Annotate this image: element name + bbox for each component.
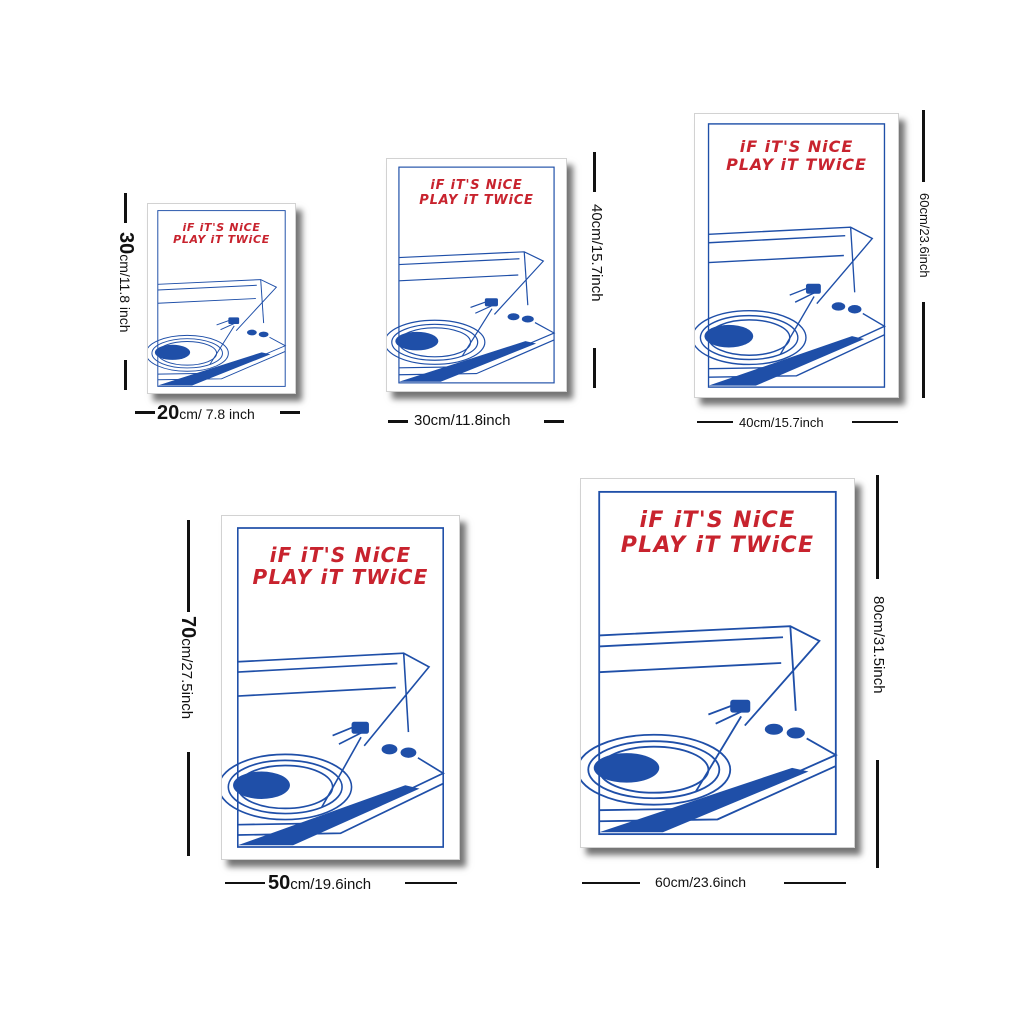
dimension-line [187,520,190,612]
width-label-30x40: 30cm/11.8inch [414,413,510,429]
width-value: 60cm/23.6inch [655,874,747,890]
poster-40x60: iF iT'S NiCE PLAY iT TWiCE [694,113,899,398]
dimension-line [388,420,408,423]
dimension-line [280,411,300,414]
poster-30x40: iF iT'S NiCE PLAY iT TWiCE [386,158,567,392]
height-unit: cm/27.5inch [178,638,195,720]
dimension-line [784,882,846,884]
dimension-line [187,752,190,856]
width-label-60x80: 60cm/23.6inch [655,875,746,891]
turntable-illustration [148,210,287,387]
turntable-illustration [387,166,556,384]
dimension-line [876,475,879,579]
quote-line-1: iF iT'S NiCE [639,508,796,533]
height-label-40x60: 60cm/23.6inch [916,193,932,278]
dimension-line [124,360,127,390]
dimension-line [697,421,733,423]
poster-quote: iF iT'S NiCE PLAY iT TWiCE [222,544,459,589]
height-unit: cm/11.8 inch [117,254,133,333]
height-value: 30 [115,232,137,255]
width-value: 30cm/11.8inch [414,412,511,429]
width-value: 20 [157,402,180,424]
dimension-line [544,420,564,423]
dimension-line [922,302,925,398]
dimension-line [124,193,127,223]
dimension-line [876,760,879,868]
quote-line-2: PLAY iT TWiCE [252,565,429,590]
height-value: 60cm/23.6inch [917,193,932,278]
turntable-illustration [222,527,445,848]
dimension-line [225,882,265,884]
turntable-illustration [695,123,886,388]
width-value: 40cm/15.7inch [739,415,824,430]
poster-60x80: iF iT'S NiCE PLAY iT TWiCE [580,478,855,848]
dimension-line [852,421,898,423]
quote-line-1: iF iT'S NiCE [269,543,412,567]
poster-50x70: iF iT'S NiCE PLAY iT TWiCE [221,515,460,860]
poster-quote: iF iT'S NiCE PLAY iT TWiCE [581,508,854,558]
turntable-illustration [581,490,838,836]
width-label-20x30: 20cm/ 7.8 inch [157,403,255,423]
dimension-line [135,411,155,414]
height-label-30x40: 40cm/15.7inch [588,204,605,302]
poster-quote: iF iT'S NiCE PLAY iT TWiCE [387,178,566,208]
height-value: 70 [177,616,199,639]
quote-line-1: iF iT'S NiCE [182,221,261,234]
dimension-line [593,348,596,388]
poster-20x30: iF iT'S NiCE PLAY iT TWiCE [147,203,296,394]
width-unit: cm/19.6inch [290,876,372,893]
height-value: 40cm/15.7inch [588,204,605,302]
quote-line-1: iF iT'S NiCE [739,137,854,156]
width-unit: cm/ 7.8 inch [179,406,255,422]
dimension-line [922,110,925,182]
dimension-line [405,882,457,884]
height-label-60x80: 80cm/31.5inch [870,596,887,694]
height-label-20x30: 30cm/11.8 inch [115,232,137,333]
height-value: 80cm/31.5inch [870,596,887,694]
dimension-line [582,882,640,884]
width-label-40x60: 40cm/15.7inch [739,415,824,431]
poster-quote: iF iT'S NiCE PLAY iT TWiCE [695,138,898,174]
quote-line-2: PLAY iT TWiCE [726,154,867,174]
quote-line-2: PLAY iT TWiCE [419,192,534,208]
poster-quote: iF iT'S NiCE PLAY iT TWiCE [148,221,295,247]
quote-line-1: iF iT'S NiCE [430,178,523,193]
width-label-50x70: 50cm/19.6inch [268,873,371,893]
dimension-line [593,152,596,192]
height-label-50x70: 70cm/27.5inch [177,616,199,720]
quote-line-2: PLAY iT TWiCE [620,532,815,558]
quote-line-2: PLAY iT TWiCE [173,233,270,247]
width-value: 50 [268,872,291,894]
